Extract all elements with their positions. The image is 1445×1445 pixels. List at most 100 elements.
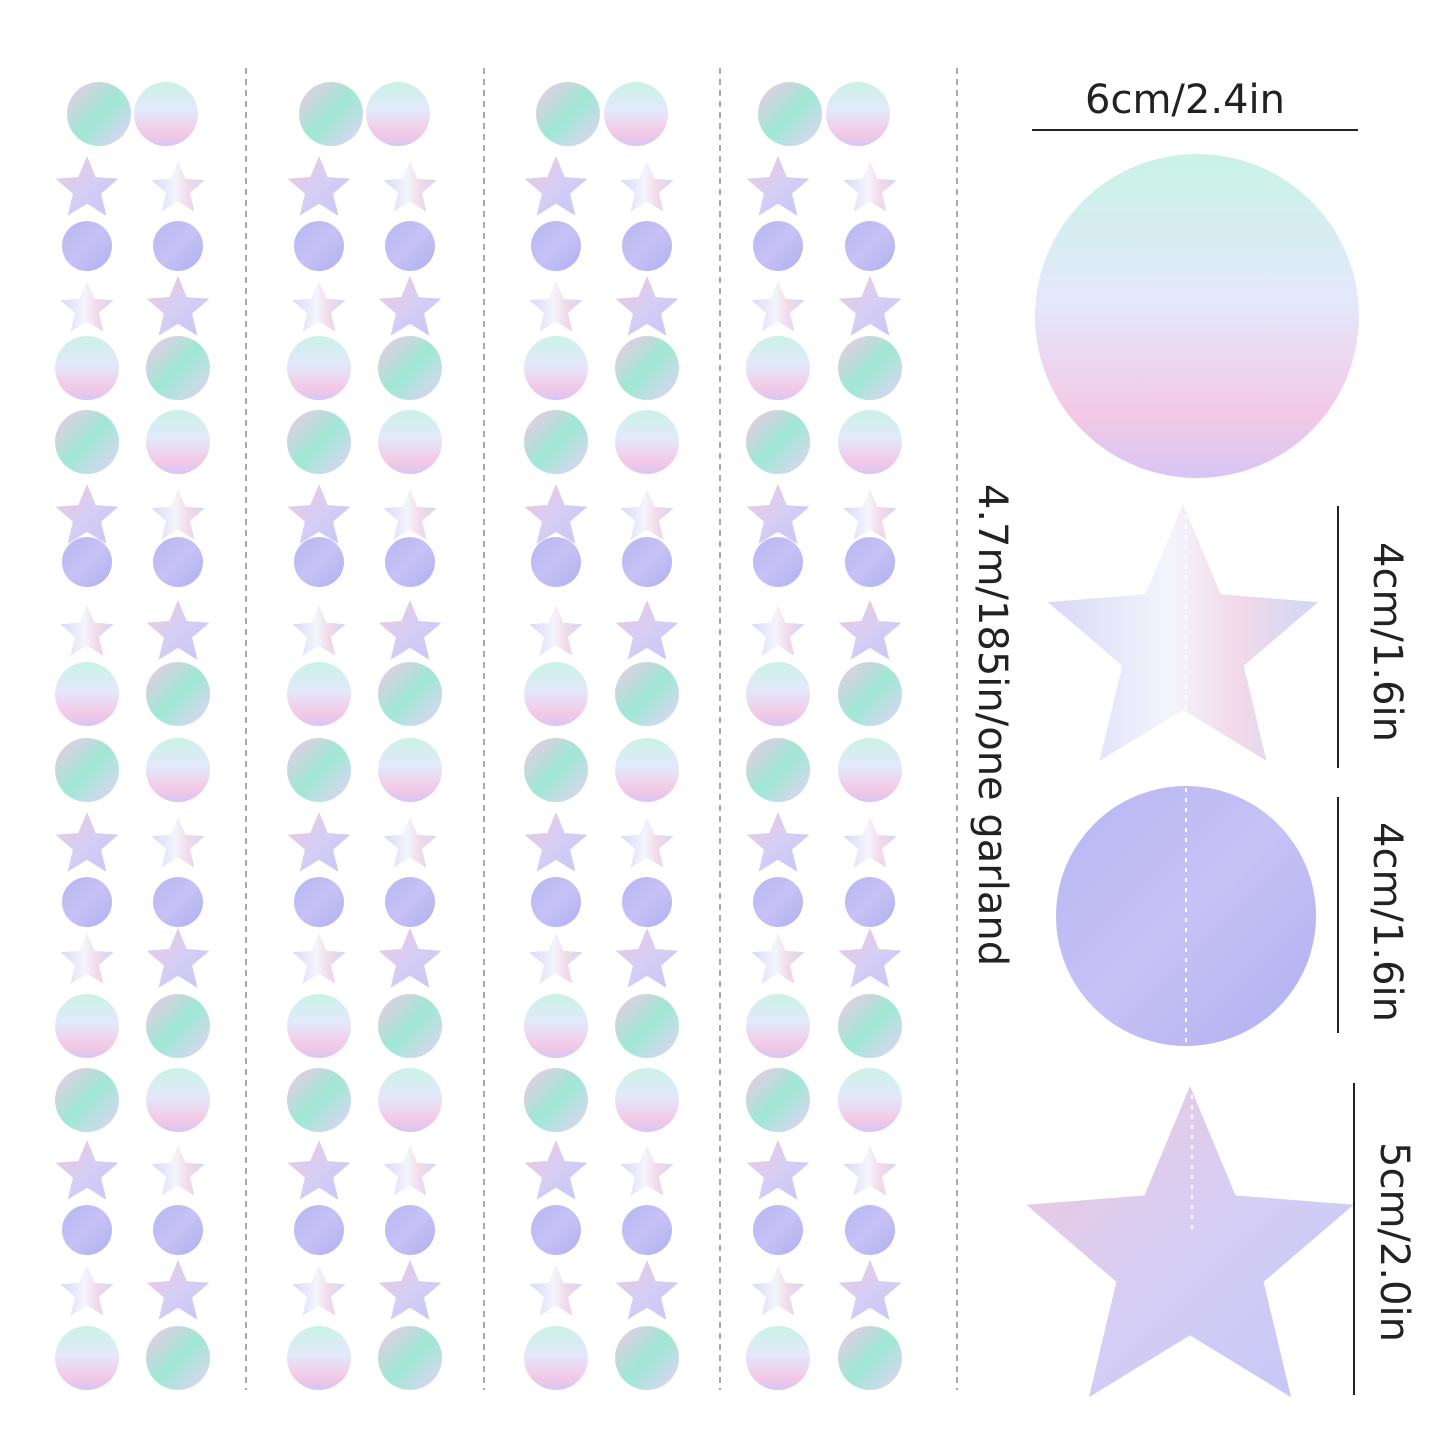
circle: [753, 221, 803, 271]
circle: [845, 1205, 895, 1255]
star: [838, 928, 902, 988]
circle: [385, 877, 435, 927]
star: [746, 484, 810, 544]
star: [146, 276, 210, 336]
star: [292, 281, 346, 332]
star: [529, 281, 583, 332]
star: [620, 817, 674, 868]
circle: [294, 537, 344, 587]
star: [60, 281, 114, 332]
star: [751, 281, 805, 332]
star: [746, 156, 810, 216]
star: [378, 1260, 442, 1320]
star: [383, 161, 437, 212]
circle: [294, 1205, 344, 1255]
dimension-label: 4cm/1.6in: [1364, 822, 1410, 1022]
circle: [746, 410, 810, 474]
star: [151, 489, 205, 540]
circle: [378, 1326, 442, 1390]
circle: [55, 738, 119, 802]
star: [60, 605, 114, 656]
circle: [524, 1068, 588, 1132]
star: [378, 600, 442, 660]
circle: [146, 994, 210, 1058]
circle: [378, 662, 442, 726]
star: [529, 1265, 583, 1316]
circle: [746, 738, 810, 802]
circle: [746, 1326, 810, 1390]
star: [55, 156, 119, 216]
star: [1026, 1086, 1354, 1398]
star: [383, 817, 437, 868]
circle: [524, 410, 588, 474]
star: [378, 928, 442, 988]
star: [529, 605, 583, 656]
star: [292, 933, 346, 984]
star: [615, 928, 679, 988]
circle: [615, 336, 679, 400]
circle: [299, 82, 363, 146]
circle: [615, 1068, 679, 1132]
circle: [55, 336, 119, 400]
circle: [62, 537, 112, 587]
circle: [146, 1326, 210, 1390]
circle: [55, 1326, 119, 1390]
star: [615, 600, 679, 660]
circle: [294, 221, 344, 271]
circle: [55, 994, 119, 1058]
star: [146, 600, 210, 660]
circle: [55, 1068, 119, 1132]
circle: [753, 877, 803, 927]
star: [1047, 504, 1319, 761]
star: [292, 605, 346, 656]
star: [615, 276, 679, 336]
circle: [287, 410, 351, 474]
star: [746, 1140, 810, 1200]
circle: [524, 738, 588, 802]
circle: [524, 1326, 588, 1390]
star: [55, 812, 119, 872]
circle: [146, 336, 210, 400]
circle: [378, 738, 442, 802]
circle: [287, 336, 351, 400]
star: [843, 817, 897, 868]
circle: [615, 662, 679, 726]
star: [751, 1265, 805, 1316]
circle: [524, 994, 588, 1058]
circle: [524, 662, 588, 726]
circle: [62, 221, 112, 271]
circle: [531, 1205, 581, 1255]
circle: [758, 82, 822, 146]
star: [751, 933, 805, 984]
star: [55, 484, 119, 544]
circle: [531, 537, 581, 587]
star: [151, 161, 205, 212]
circle: [753, 1205, 803, 1255]
star: [843, 1145, 897, 1196]
circle: [146, 410, 210, 474]
circle: [615, 410, 679, 474]
star: [287, 1140, 351, 1200]
circle: [55, 662, 119, 726]
circle: [845, 221, 895, 271]
circle: [62, 877, 112, 927]
star: [55, 1140, 119, 1200]
circle: [153, 1205, 203, 1255]
star: [620, 161, 674, 212]
circle: [294, 877, 344, 927]
circle: [366, 82, 430, 146]
garlands: [55, 82, 902, 1390]
circle: [287, 738, 351, 802]
circle: [845, 877, 895, 927]
circle: [845, 537, 895, 587]
circle: [153, 877, 203, 927]
circle: [146, 738, 210, 802]
star: [529, 933, 583, 984]
circle: [146, 1068, 210, 1132]
circle: [146, 662, 210, 726]
dimension-label: 4.7m/185in/one garland: [969, 484, 1015, 966]
circle: [622, 537, 672, 587]
circle: [385, 537, 435, 587]
star: [838, 1260, 902, 1320]
